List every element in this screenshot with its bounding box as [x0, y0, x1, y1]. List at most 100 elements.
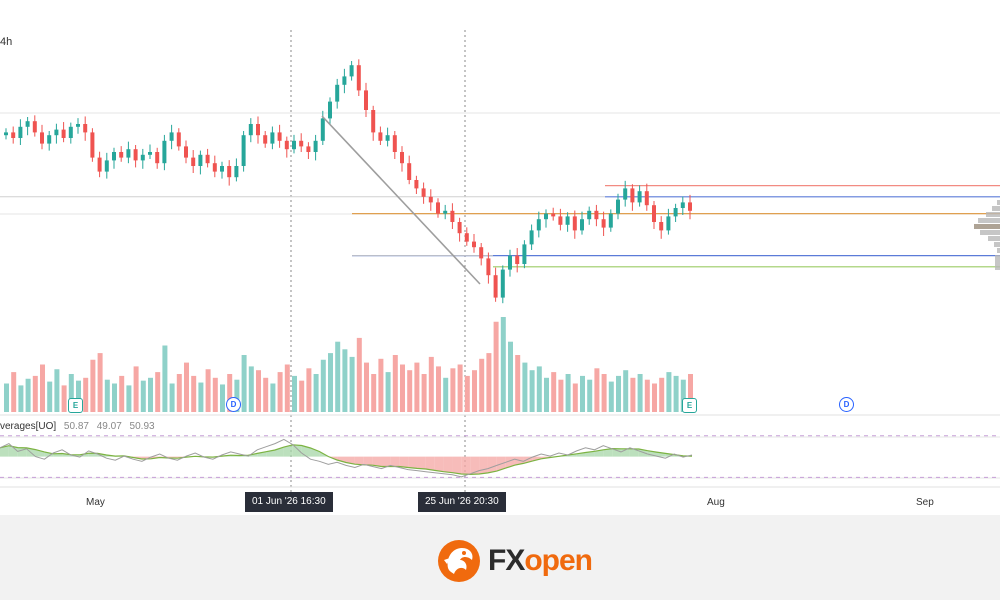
oscillator-fill	[514, 456, 524, 466]
candle-body	[608, 213, 613, 228]
oscillator-fill	[283, 444, 293, 457]
candle-body	[342, 76, 347, 85]
candle-body	[450, 210, 455, 222]
candle-body	[522, 244, 527, 264]
candle-body	[4, 132, 8, 136]
volume-profile-bar	[974, 224, 1000, 229]
candle-body	[356, 65, 361, 91]
candle-body	[191, 157, 196, 166]
dividend-event-icon[interactable]: D	[839, 397, 854, 412]
dividend-event-icon[interactable]: D	[226, 397, 241, 412]
volume-bar	[184, 362, 189, 412]
fxopen-logo: FXopen	[434, 538, 604, 584]
candle-body	[184, 146, 188, 158]
candle-body	[112, 152, 116, 161]
earnings-event-icon[interactable]: E	[68, 398, 83, 413]
x-axis-label-sep: Sep	[916, 497, 934, 508]
candle-body	[270, 132, 275, 144]
volume-profile-bar	[992, 206, 1000, 211]
volume-bar	[256, 370, 261, 412]
oscillator-fill	[434, 456, 444, 472]
volume-bar	[90, 359, 96, 412]
volume-bar	[349, 356, 355, 412]
oscillator-fill	[470, 456, 480, 475]
candle-body	[306, 146, 311, 152]
oscillator-value-1: 50.87	[63, 421, 89, 432]
candle-body	[54, 129, 59, 136]
volume-bar	[198, 382, 204, 412]
volume-profile-bar	[980, 230, 1000, 235]
candle-body	[500, 269, 505, 298]
candle-body	[436, 202, 440, 214]
candle-body	[148, 152, 152, 155]
volume-bar	[328, 353, 333, 412]
dragon-logo-icon	[438, 540, 480, 582]
volume-bar	[4, 383, 9, 412]
oscillator-fill	[88, 453, 98, 457]
volume-bar	[457, 364, 463, 412]
candle-body	[169, 132, 174, 141]
oscillator-fill	[337, 456, 346, 463]
oscillator-value-2: 49.07	[96, 421, 122, 432]
candle-body	[155, 152, 160, 164]
candle-body	[263, 135, 268, 144]
candle-body	[364, 90, 368, 110]
candle-body	[284, 140, 289, 150]
volume-bar	[169, 383, 175, 412]
candle-body	[536, 219, 541, 231]
volume-bar	[666, 372, 672, 412]
volume-bar	[40, 364, 45, 412]
volume-bar	[371, 374, 377, 412]
volume-bar	[500, 317, 506, 412]
candle-body	[479, 247, 484, 259]
volume-bar	[299, 380, 305, 412]
x-axis-label-aug: Aug	[707, 497, 725, 508]
crosshair-time-tag-2: 25 Jun '26 20:30	[418, 492, 506, 512]
volume-bar	[572, 383, 578, 412]
volume-profile-bar	[997, 200, 1000, 205]
oscillator-fill	[408, 456, 417, 469]
candle-body	[601, 219, 606, 228]
volume-bar	[464, 375, 470, 412]
volume-bar	[61, 385, 67, 412]
volume-bar	[133, 366, 139, 412]
chart-area[interactable]: 4h verages[UO] 50.87 49.07 50.93 May Aug…	[0, 0, 1000, 515]
volume-bar	[126, 385, 132, 412]
volume-bar	[68, 374, 74, 412]
volume-bar	[284, 364, 290, 412]
timeframe-label: 4h	[0, 36, 13, 48]
oscillator-fill	[372, 456, 382, 467]
candle-body	[472, 241, 476, 248]
volume-bar	[392, 355, 398, 412]
candle-body	[133, 149, 138, 161]
volume-bar	[248, 366, 254, 412]
volume-bar	[335, 341, 341, 412]
candle-body	[11, 132, 16, 138]
chart-canvas[interactable]	[0, 0, 1000, 515]
volume-bar	[306, 368, 312, 412]
oscillator-name: verages[UO]	[0, 421, 57, 432]
volume-bar	[608, 381, 614, 412]
candle-body	[400, 152, 404, 164]
oscillator-fill	[390, 456, 400, 467]
volume-bar	[551, 372, 557, 412]
candle-body	[421, 188, 426, 197]
volume-bar	[54, 369, 60, 412]
volume-bar	[11, 372, 17, 412]
candle-body	[515, 255, 520, 264]
volume-bar	[155, 372, 161, 412]
candle-body	[623, 188, 628, 200]
volume-bar	[263, 377, 269, 412]
candle-body	[594, 210, 599, 220]
candle-body	[666, 216, 671, 231]
candle-body	[630, 188, 635, 203]
earnings-event-icon[interactable]: E	[682, 398, 697, 413]
volume-bar	[364, 362, 369, 412]
volume-bar	[83, 377, 89, 412]
candle-body	[457, 222, 462, 234]
volume-bar	[673, 375, 679, 412]
oscillator-fill	[461, 456, 471, 475]
volume-bar	[637, 374, 643, 412]
candle-body	[299, 140, 304, 147]
volume-bar	[313, 374, 319, 412]
